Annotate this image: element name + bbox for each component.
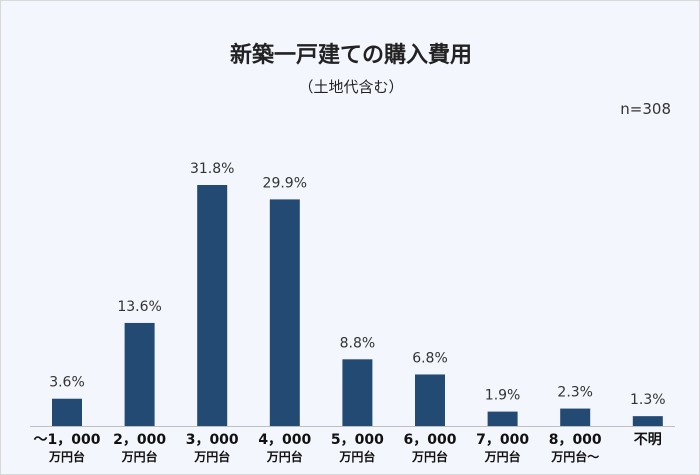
x-tick-label-line2: 万円台 — [48, 449, 85, 464]
bar — [197, 185, 228, 426]
bar — [560, 408, 591, 426]
chart-subtitle: （土地代含む） — [298, 78, 404, 96]
bar — [52, 398, 82, 426]
x-tick-label: 3，000 — [186, 432, 239, 448]
x-tick-label: 7，000 — [476, 432, 529, 448]
x-tick-label: 5，000 — [331, 432, 384, 448]
x-tick-label: 6，000 — [404, 432, 457, 448]
x-tick-label: ～1，000 — [34, 432, 101, 448]
x-tick-label-line2: 万円台 — [266, 449, 303, 464]
data-label: 2.3% — [557, 385, 593, 401]
bar — [632, 416, 663, 426]
x-tick-label-line2: 万円台 — [193, 449, 230, 464]
x-tick-label: 4，000 — [258, 432, 311, 448]
bar — [124, 322, 155, 426]
bar — [269, 199, 300, 426]
x-tick-label: 8，000 — [549, 432, 602, 448]
data-label: 31.8% — [190, 161, 234, 177]
x-tick-label-line2: 万円台～ — [550, 449, 599, 464]
data-label: 1.3% — [630, 392, 666, 408]
data-label: 3.6% — [49, 375, 85, 391]
x-tick-label: 2，000 — [113, 432, 166, 448]
bar — [487, 411, 518, 426]
chart-title: 新築一戸建ての購入費用 — [229, 43, 472, 68]
sample-size-label: n=308 — [620, 100, 671, 118]
x-tick-label-line2: 万円台 — [121, 449, 158, 464]
x-tick-label: 不明 — [634, 432, 662, 448]
x-tick-label-line2: 万円台 — [338, 449, 375, 464]
data-label: 13.6% — [117, 299, 161, 315]
data-label: 29.9% — [263, 175, 307, 191]
data-label: 8.8% — [340, 335, 376, 351]
bar — [342, 359, 373, 426]
bar — [415, 374, 445, 426]
data-label: 1.9% — [485, 388, 521, 404]
data-label: 6.8% — [412, 350, 448, 366]
x-tick-label-line2: 万円台 — [411, 449, 448, 464]
x-tick-label-line2: 万円台 — [484, 449, 521, 464]
